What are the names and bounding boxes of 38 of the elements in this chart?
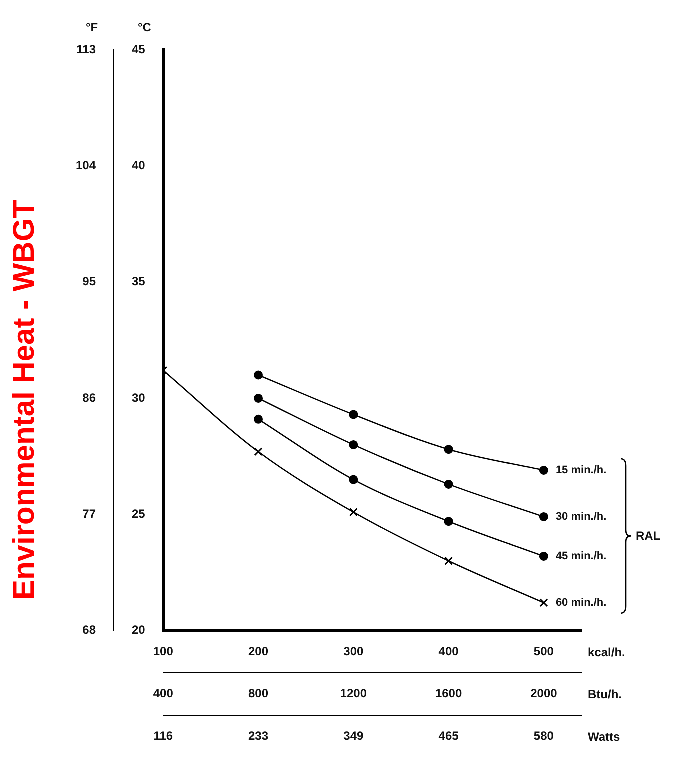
text: 233 xyxy=(248,729,269,744)
text: Environmental Heat - WBGT xyxy=(8,200,42,600)
y2-tick-label: 113 xyxy=(76,42,96,56)
text: 349 xyxy=(344,729,364,744)
x2-axis-title: Btu/h. xyxy=(588,688,622,702)
series-label: 60 min./h. xyxy=(556,596,607,609)
y2-tick-label: 95 xyxy=(82,274,96,289)
text: 465 xyxy=(438,729,460,744)
x-tick-label: 400 xyxy=(438,644,460,658)
text: Watts xyxy=(588,730,621,744)
text: RAL xyxy=(636,529,661,544)
x2-tick-label: 400 xyxy=(153,686,174,701)
y2-tick-label: 77 xyxy=(82,506,96,521)
y-tick-label: 30 xyxy=(132,390,146,405)
series-label: 15 min./h. xyxy=(556,464,607,477)
y2-tick-label: 104 xyxy=(76,158,96,172)
y-axis-title: °C xyxy=(138,20,152,34)
y-tick-label: 45 xyxy=(132,42,146,56)
y2-axis-title: °F xyxy=(86,20,98,34)
y-tick-label: 20 xyxy=(132,623,146,638)
y-tick-label: 35 xyxy=(132,274,146,289)
x-tick-label: 200 xyxy=(248,644,269,658)
series-label: 45 min./h. xyxy=(556,550,607,562)
y2-tick-label: 68 xyxy=(82,623,96,638)
y-tick-label: 25 xyxy=(132,506,146,521)
x2-tick-label: 800 xyxy=(248,686,269,701)
series-label: 30 min./h. xyxy=(556,510,607,523)
x2-tick-label: 1600 xyxy=(435,686,462,701)
x2-tick-label: 1200 xyxy=(340,686,368,701)
y2-tick-label: 86 xyxy=(82,390,96,405)
x-tick-label: 300 xyxy=(344,644,364,658)
x-tick-label: 500 xyxy=(534,644,554,658)
y-tick-label: 40 xyxy=(132,158,146,172)
text: 116 xyxy=(154,729,174,744)
x2-tick-label: 2000 xyxy=(530,686,558,701)
text: 580 xyxy=(534,729,554,744)
x-axis-title: kcal/h. xyxy=(588,645,626,660)
x-tick-label: 100 xyxy=(153,644,174,658)
